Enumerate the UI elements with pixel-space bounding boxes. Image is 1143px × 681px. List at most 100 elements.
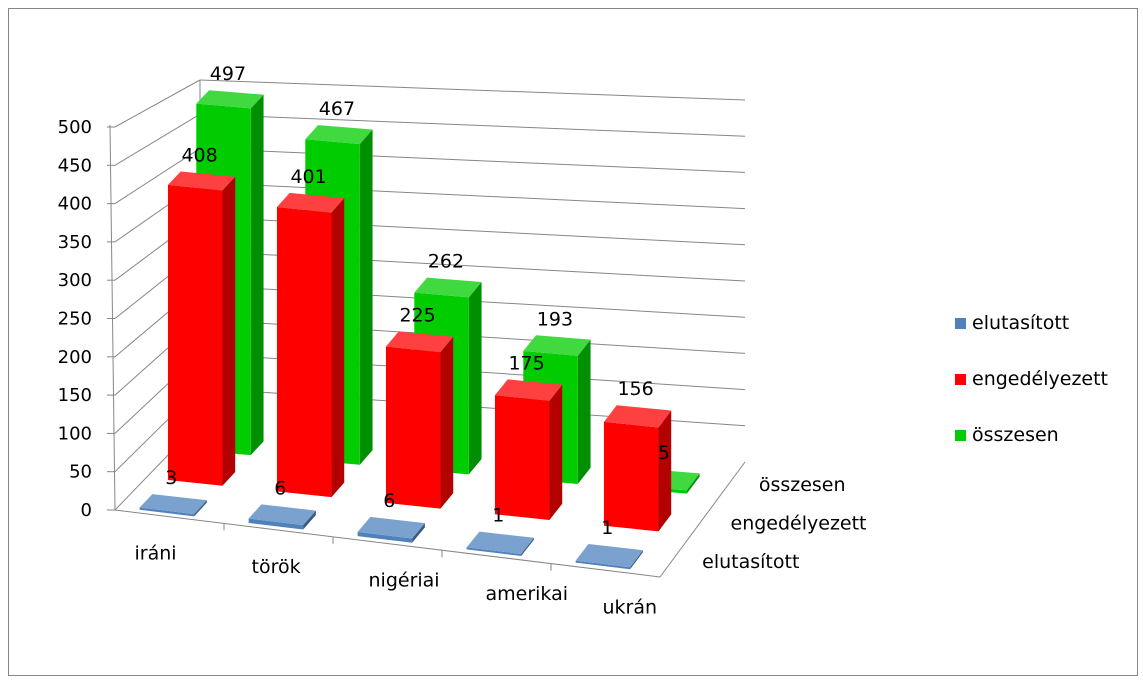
gridline (199, 79, 746, 101)
bar-top (139, 494, 207, 515)
data-label: 1 (601, 517, 613, 539)
bar-top (414, 277, 482, 298)
depth-labels: összesen engedélyezett elutasított (702, 474, 866, 573)
bar-front (167, 184, 223, 486)
data-label: 175 (508, 352, 544, 374)
bar (357, 516, 425, 543)
gridline-side (114, 113, 201, 166)
bar (466, 531, 534, 556)
bar-front (603, 421, 659, 532)
bar-top (494, 379, 563, 401)
bar-side (686, 473, 700, 494)
y-tick-label: 350 (58, 232, 92, 253)
bar-side (331, 198, 345, 498)
gridline-side (114, 147, 201, 205)
bar-front (385, 346, 441, 509)
legend: elutasított engedélyezett összesen (955, 312, 1108, 446)
data-label: 408 (181, 144, 217, 166)
bar (603, 405, 672, 532)
y-tick-label: 100 (58, 423, 92, 444)
bar-top (196, 90, 264, 109)
legend-label: engedélyezett (972, 368, 1108, 390)
gridline (199, 113, 746, 137)
bar-front (248, 518, 304, 530)
bar-front (357, 531, 413, 543)
y-tick-label: 150 (58, 385, 92, 406)
bar-front (276, 206, 332, 498)
category-label: török (252, 556, 301, 578)
y-tick-label: 300 (58, 270, 92, 291)
y-tick-label: 200 (58, 347, 92, 368)
category-label: ukrán (603, 596, 658, 618)
bar (167, 171, 236, 486)
bar-side (440, 336, 454, 509)
y-tick-label: 450 (58, 155, 92, 176)
bar-top (305, 125, 373, 145)
depth-label: összesen (759, 474, 846, 496)
bar-side (412, 523, 425, 543)
data-label: 1 (492, 505, 504, 527)
legend-swatch (955, 374, 966, 385)
bar (494, 379, 563, 520)
bar-side (359, 129, 373, 465)
bar-side (521, 537, 534, 556)
bar-side (577, 339, 591, 484)
data-label: 262 (428, 251, 464, 273)
bar-top (466, 531, 534, 554)
y-tick-label: 0 (81, 500, 92, 521)
bar-top (575, 543, 643, 568)
bar (385, 331, 454, 509)
depth-axis-line (659, 461, 746, 578)
data-label: 6 (274, 477, 286, 499)
bar-top (603, 405, 672, 428)
legend-swatch (955, 318, 966, 329)
y-tick-label: 400 (58, 194, 92, 215)
bar-top (523, 335, 591, 356)
y-tick-label: 50 (69, 462, 92, 483)
bar-top (385, 331, 454, 353)
category-label: nigériai (369, 570, 440, 592)
depth-label: engedélyezett (731, 513, 867, 535)
bar-top (248, 504, 316, 526)
data-label: 467 (319, 98, 355, 120)
bar-front (139, 507, 195, 517)
data-label: 3 (165, 467, 177, 489)
bar-front (494, 395, 550, 520)
y-tick-label: 250 (58, 309, 92, 330)
bar-side (250, 94, 264, 456)
data-label: 156 (617, 378, 653, 400)
bar (139, 494, 207, 517)
bar (575, 543, 643, 570)
gridline (199, 182, 746, 210)
category-label: iráni (135, 543, 177, 565)
value-axis-line (109, 124, 116, 511)
data-labels: 497 467 262 193 5 408 401 225 175 156 3 6 6 1 1 (165, 63, 670, 539)
bar-side (222, 176, 236, 486)
bar-side (468, 282, 482, 475)
depth-label: elutasított (702, 551, 799, 573)
data-label: 193 (537, 308, 573, 330)
y-tick-label: 500 (58, 117, 92, 138)
bar-front (466, 547, 522, 556)
data-label: 401 (290, 166, 326, 188)
bar-top (357, 516, 425, 539)
bar-side (658, 410, 672, 532)
bar-side (549, 384, 563, 520)
bars (139, 90, 700, 570)
category-label: amerikai (486, 583, 569, 605)
category-labels: iráni török nigériai amerikai ukrán (135, 523, 658, 618)
legend-label: összesen (972, 424, 1059, 446)
data-label: 6 (383, 490, 395, 512)
legend-swatch (955, 430, 966, 441)
data-label: 225 (399, 304, 435, 326)
bar (276, 192, 345, 498)
data-label: 497 (210, 63, 246, 85)
bar-side (303, 510, 316, 530)
bar-side (194, 500, 207, 517)
bar-top (276, 192, 345, 213)
bar-front (575, 560, 631, 570)
gridline-side (114, 79, 201, 128)
bar-top (167, 171, 236, 191)
category-axis-line (114, 509, 661, 578)
